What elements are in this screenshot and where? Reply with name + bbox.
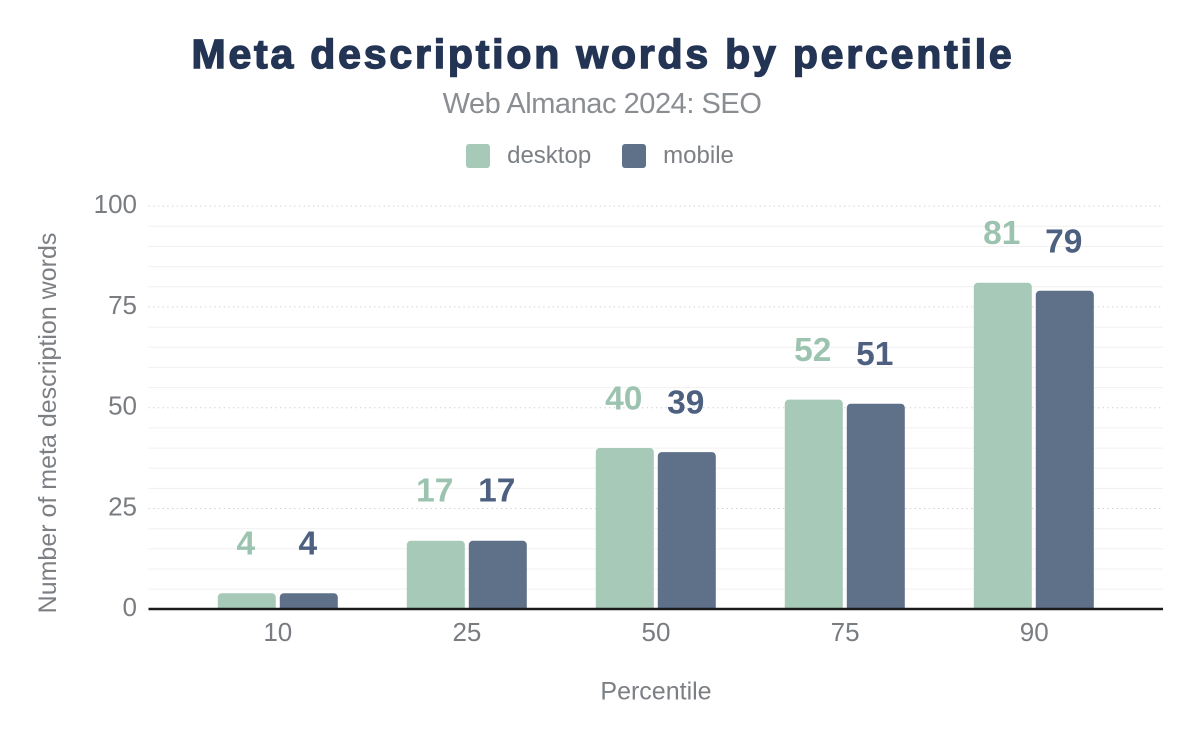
svg-text:25: 25 bbox=[108, 492, 137, 522]
svg-text:17: 17 bbox=[478, 472, 515, 509]
svg-text:75: 75 bbox=[831, 617, 860, 647]
svg-text:4: 4 bbox=[298, 526, 317, 563]
svg-text:75: 75 bbox=[108, 290, 137, 320]
svg-text:25: 25 bbox=[452, 617, 481, 647]
svg-text:50: 50 bbox=[108, 391, 137, 421]
svg-text:10: 10 bbox=[263, 617, 292, 647]
svg-text:81: 81 bbox=[983, 215, 1020, 252]
svg-text:52: 52 bbox=[794, 332, 831, 369]
svg-text:17: 17 bbox=[416, 472, 453, 509]
svg-text:90: 90 bbox=[1020, 617, 1049, 647]
svg-text:79: 79 bbox=[1045, 223, 1082, 260]
svg-text:39: 39 bbox=[667, 385, 704, 422]
svg-text:50: 50 bbox=[642, 617, 671, 647]
svg-text:Number of meta description wor: Number of meta description words bbox=[34, 233, 62, 614]
svg-text:100: 100 bbox=[94, 189, 137, 219]
svg-text:Percentile: Percentile bbox=[600, 678, 711, 706]
svg-text:51: 51 bbox=[856, 336, 893, 373]
svg-text:4: 4 bbox=[236, 526, 255, 563]
svg-text:0: 0 bbox=[123, 592, 137, 622]
svg-text:40: 40 bbox=[605, 381, 642, 418]
